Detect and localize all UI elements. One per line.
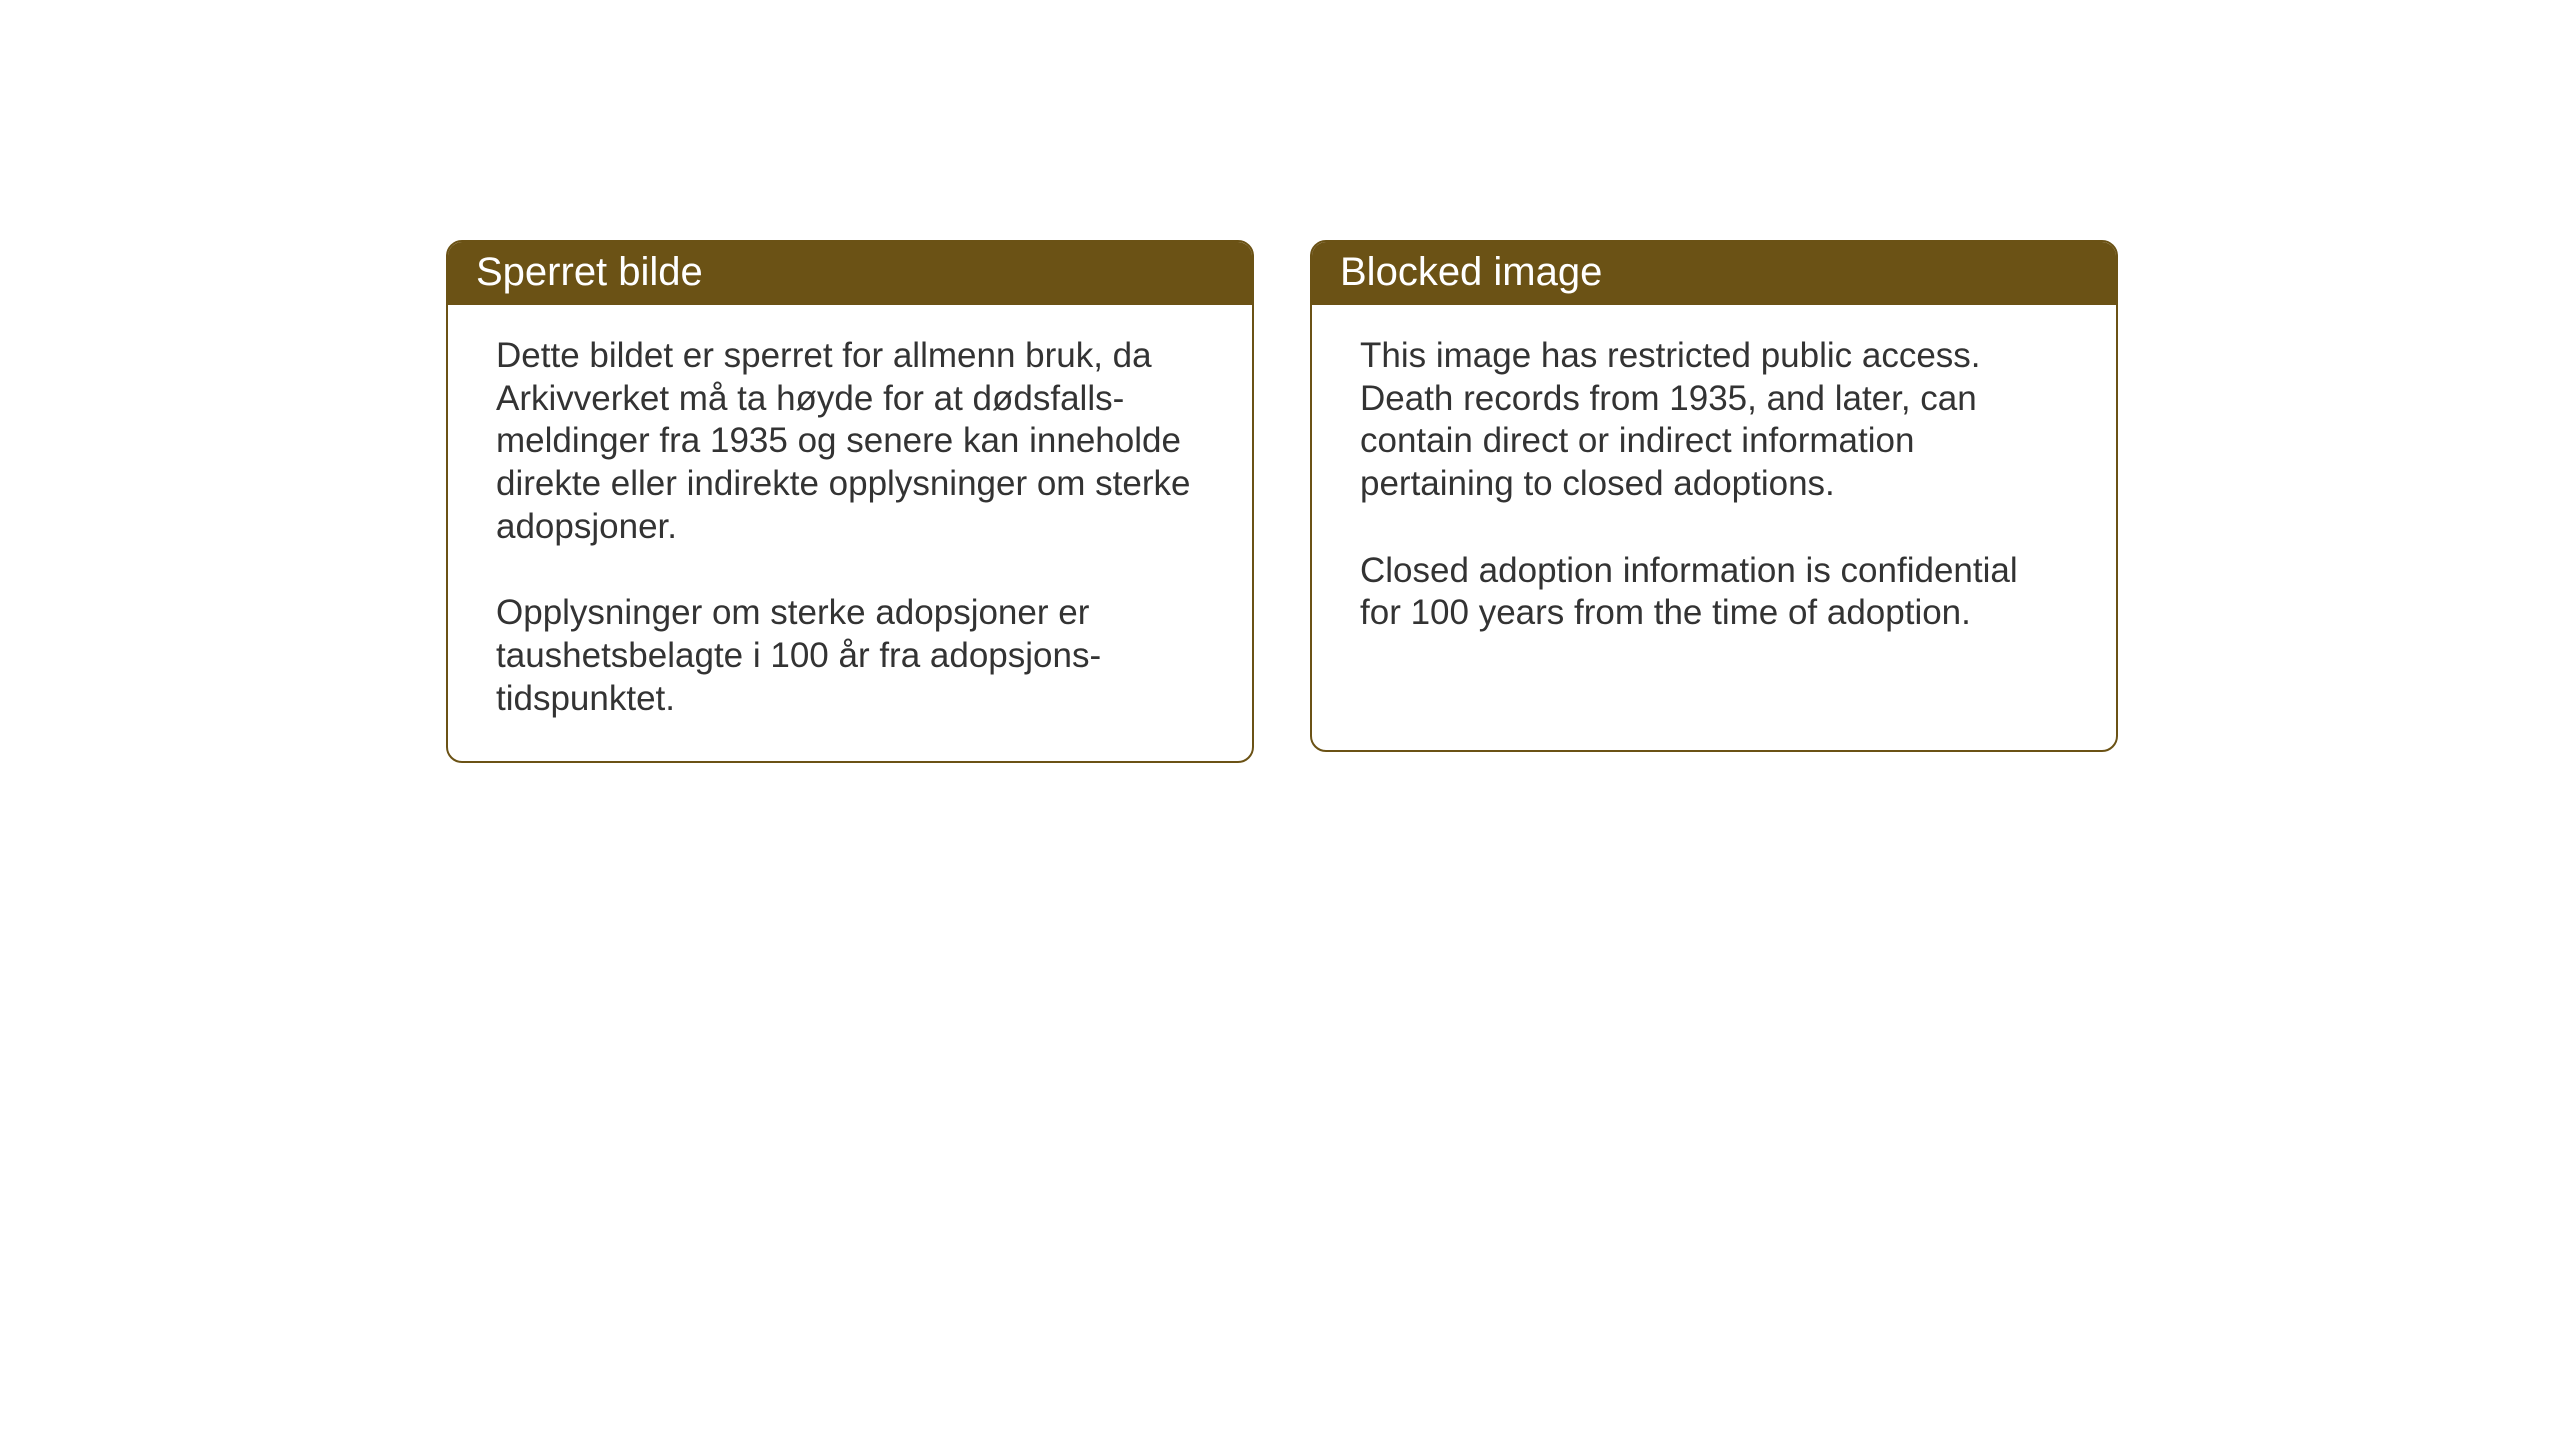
notice-text-norwegian-p1: Dette bildet er sperret for allmenn bruk…: [496, 335, 1204, 548]
notice-card-english: Blocked image This image has restricted …: [1310, 240, 2118, 752]
notice-body-english: This image has restricted public access.…: [1312, 305, 2116, 675]
notice-header-english: Blocked image: [1312, 242, 2116, 305]
notice-header-norwegian: Sperret bilde: [448, 242, 1252, 305]
notice-container: Sperret bilde Dette bildet er sperret fo…: [446, 240, 2118, 763]
notice-card-norwegian: Sperret bilde Dette bildet er sperret fo…: [446, 240, 1254, 763]
notice-title-english: Blocked image: [1340, 250, 1602, 294]
notice-title-norwegian: Sperret bilde: [476, 250, 703, 294]
notice-text-norwegian-p2: Opplysninger om sterke adopsjoner er tau…: [496, 592, 1204, 720]
notice-text-english-p1: This image has restricted public access.…: [1360, 335, 2068, 506]
notice-body-norwegian: Dette bildet er sperret for allmenn bruk…: [448, 305, 1252, 761]
notice-text-english-p2: Closed adoption information is confident…: [1360, 550, 2068, 635]
